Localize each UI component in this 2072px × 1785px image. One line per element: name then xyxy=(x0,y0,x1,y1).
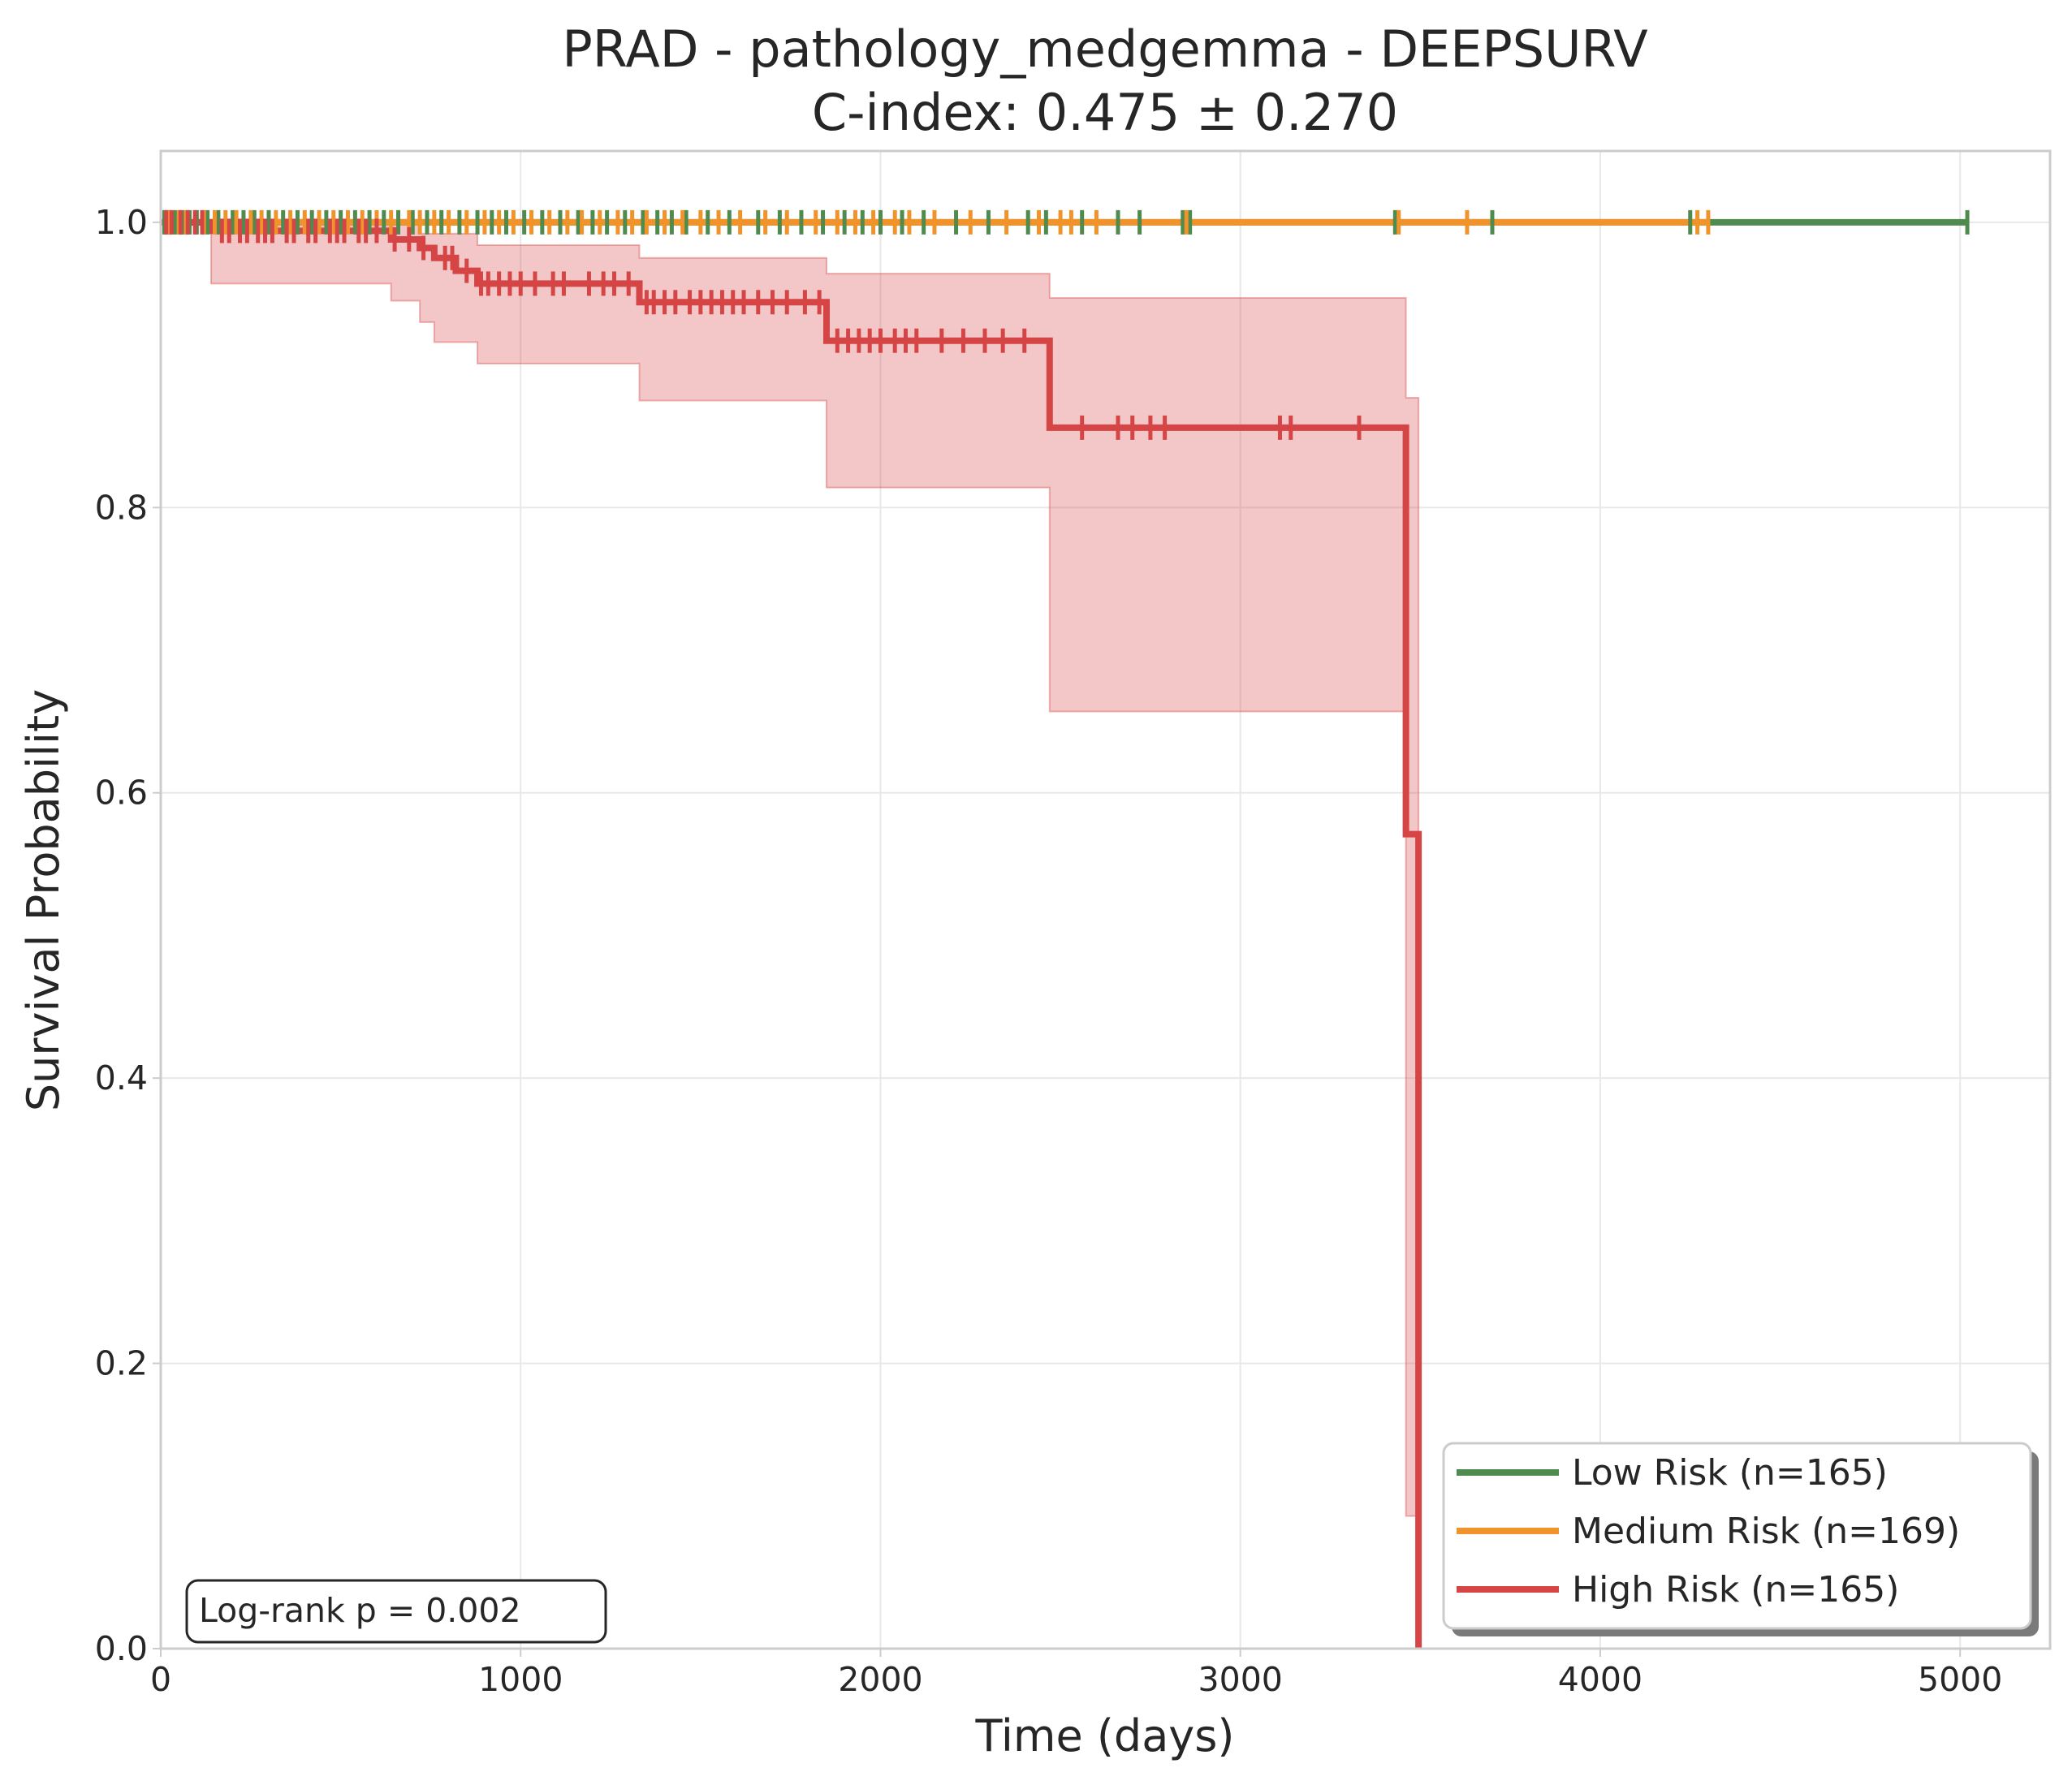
log-rank-annotation: Log-rank p = 0.002 xyxy=(185,1579,607,1644)
legend: Low Risk (n=165) Medium Risk (n=169) High … xyxy=(1442,1442,2039,1636)
low-risk-legend-label: Low Risk (n=165) xyxy=(1572,1452,1888,1494)
y-tick-label: 0.4 xyxy=(95,1058,148,1097)
y-tick-label: 1.0 xyxy=(95,203,148,242)
axis-ticks: 0 1000 2000 3000 4000 5000 0.0 0.2 0.4 0.6 0.8 1.0 xyxy=(95,203,2003,1699)
y-tick-label: 0.6 xyxy=(95,774,148,813)
medium-risk-legend-label: Medium Risk (n=169) xyxy=(1572,1511,1960,1552)
x-tick-label: 5000 xyxy=(1918,1660,2002,1699)
x-tick-label: 1000 xyxy=(478,1660,563,1699)
x-tick-label: 2000 xyxy=(838,1660,922,1699)
y-axis-label: Survival Probability xyxy=(18,689,69,1111)
grid xyxy=(160,151,2050,1649)
annotation-text: Log-rank p = 0.002 xyxy=(199,1591,521,1630)
x-axis-label: Time (days) xyxy=(975,1710,1235,1761)
x-tick-label: 0 xyxy=(150,1660,171,1699)
high-risk-curve xyxy=(161,218,1422,1649)
chart-subtitle: C-index: 0.475 ± 0.270 xyxy=(812,83,1398,142)
y-tick-label: 0.2 xyxy=(95,1344,148,1383)
chart-title: PRAD - pathology_medgemma - DEEPSURV xyxy=(562,19,1647,79)
legend-entries: Low Risk (n=165) Medium Risk (n=169) High … xyxy=(1457,1452,1960,1610)
legend-box xyxy=(1442,1442,2032,1630)
y-tick-label: 0.8 xyxy=(95,488,148,527)
high-risk-legend-label: High Risk (n=165) xyxy=(1572,1569,1899,1610)
annotation-box xyxy=(185,1579,607,1644)
plot-frame xyxy=(159,149,2052,1650)
censor-marks xyxy=(162,209,1970,440)
x-tick-label: 4000 xyxy=(1558,1660,1642,1699)
y-tick-label: 0.0 xyxy=(95,1629,148,1668)
x-tick-label: 3000 xyxy=(1198,1660,1283,1699)
